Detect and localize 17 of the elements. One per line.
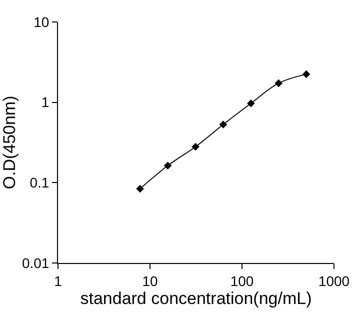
x-tick-label: 10 [142,272,158,289]
point [247,100,255,108]
point [274,79,283,88]
point [164,162,172,170]
x-tick-label: 1000 [318,272,350,289]
x-tick-label: 1 [54,272,62,289]
point [136,184,144,193]
x-tick-label: 100 [230,272,254,289]
y-tick-label: 0.01 [22,254,50,271]
y-tick-label: 10 [34,14,50,30]
x-axis-title: standard concentration(ng/mL) [80,289,312,308]
y-tick-label: 0.1 [30,174,50,191]
point [302,70,310,78]
point [219,120,228,128]
point [192,142,200,151]
y-tick-label: 1 [41,94,50,110]
y-axis-title: O.D(450nm) [0,96,19,190]
